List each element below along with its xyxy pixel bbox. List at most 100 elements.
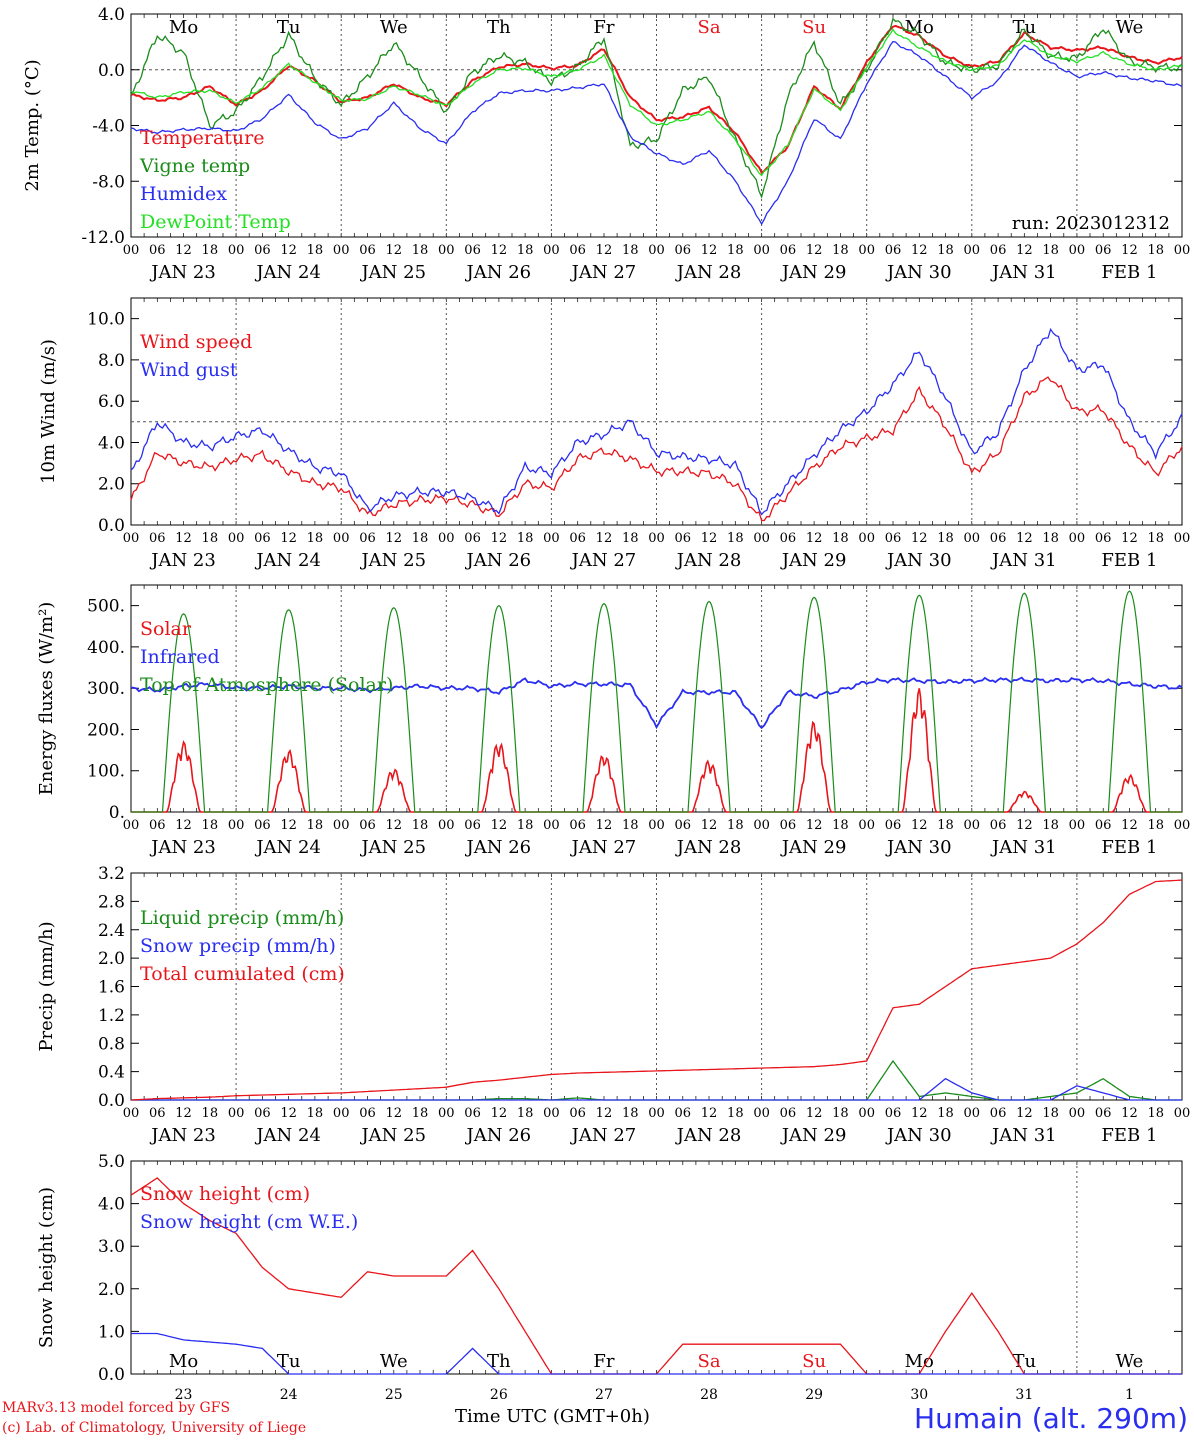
x-hour-label: 18 bbox=[1147, 818, 1164, 833]
weekday-label: Tu bbox=[277, 17, 301, 38]
legend-entry: Snow height (cm W.E.) bbox=[140, 1211, 358, 1233]
x-date-label: JAN 27 bbox=[570, 1125, 637, 1146]
x-hour-label: 06 bbox=[464, 531, 481, 546]
x-hour-label: 12 bbox=[911, 531, 928, 546]
x-day-number-label: 24 bbox=[280, 1387, 298, 1400]
x-hour-label: 18 bbox=[517, 1106, 534, 1121]
x-hour-label: 12 bbox=[1121, 243, 1138, 258]
x-hour-label: 18 bbox=[307, 1106, 324, 1121]
x-hour-label: 00 bbox=[753, 818, 770, 833]
weekday-label: Sa bbox=[698, 17, 721, 38]
y-tick-label: 4.0 bbox=[98, 1195, 125, 1215]
x-date-label: JAN 24 bbox=[254, 1125, 321, 1146]
legend-entry: Solar bbox=[140, 618, 192, 640]
x-date-label: JAN 28 bbox=[675, 1125, 742, 1146]
x-hour-label: 00 bbox=[753, 1106, 770, 1121]
x-hour-label: 00 bbox=[333, 243, 350, 258]
x-hour-label: 18 bbox=[727, 1106, 744, 1121]
x-hour-label: 18 bbox=[202, 1106, 219, 1121]
x-minor-ticks bbox=[130, 585, 1183, 812]
y-tick-label: 2.0 bbox=[98, 475, 125, 495]
x-hour-label: 06 bbox=[149, 1106, 166, 1121]
x-date-label: JAN 31 bbox=[990, 837, 1057, 858]
x-hour-label: 12 bbox=[806, 531, 823, 546]
x-hour-label: 00 bbox=[438, 818, 455, 833]
x-hour-label: 18 bbox=[727, 818, 744, 833]
x-day-number-label: 25 bbox=[385, 1387, 403, 1400]
x-hour-label: 00 bbox=[1174, 531, 1191, 546]
x-date-label: JAN 23 bbox=[149, 1125, 216, 1146]
x-date-label: JAN 24 bbox=[254, 262, 321, 283]
x-hour-label: 00 bbox=[123, 1106, 140, 1121]
x-hour-label: 18 bbox=[307, 243, 324, 258]
x-date-label: FEB 1 bbox=[1101, 837, 1157, 858]
x-hour-label: 06 bbox=[780, 818, 797, 833]
y-tick-label: -12.0 bbox=[81, 228, 125, 248]
x-date-label: JAN 25 bbox=[359, 837, 426, 858]
y-tick-label: 1.6 bbox=[98, 978, 125, 998]
x-hour-label: 18 bbox=[937, 531, 954, 546]
y-tick-label: 100. bbox=[87, 762, 125, 782]
x-date-label: JAN 24 bbox=[254, 550, 321, 571]
y-tick-label: 0.0 bbox=[98, 1365, 125, 1385]
legend-entry: Top of Atmosphere (Solar) bbox=[140, 674, 393, 696]
x-hour-label: 06 bbox=[254, 818, 271, 833]
x-hour-label: 18 bbox=[937, 1106, 954, 1121]
x-hour-label: 12 bbox=[175, 818, 192, 833]
x-hour-label: 18 bbox=[622, 531, 639, 546]
day-separator-lines bbox=[235, 873, 1078, 1100]
x-date-label: JAN 29 bbox=[780, 1125, 847, 1146]
x-hour-label: 00 bbox=[543, 818, 560, 833]
series-line bbox=[130, 40, 1183, 226]
x-date-label: JAN 26 bbox=[465, 837, 532, 858]
x-hour-label: 06 bbox=[254, 531, 271, 546]
series-line bbox=[131, 1077, 1182, 1101]
x-hour-label: 18 bbox=[1147, 243, 1164, 258]
x-hour-label: 12 bbox=[1016, 1106, 1033, 1121]
x-hour-label: 18 bbox=[517, 818, 534, 833]
y-tick-label: 1.0 bbox=[98, 1322, 125, 1342]
x-hour-label: 12 bbox=[701, 243, 718, 258]
y-tick-label: 1.2 bbox=[98, 1006, 125, 1026]
x-hour-label: 00 bbox=[648, 531, 665, 546]
x-hour-label: 00 bbox=[543, 1106, 560, 1121]
x-hour-label: 12 bbox=[1016, 243, 1033, 258]
x-minor-ticks bbox=[130, 298, 1183, 525]
y-axis-label: Precip (mm/h) bbox=[36, 921, 57, 1051]
x-hour-label: 12 bbox=[385, 818, 402, 833]
x-hour-label: 06 bbox=[990, 1106, 1007, 1121]
panel-frame bbox=[130, 297, 1183, 526]
x-day-number-label: 26 bbox=[490, 1387, 508, 1400]
y-axis-label: Energy fluxes (W/m²) bbox=[36, 602, 57, 796]
y-tick-label: 300. bbox=[87, 679, 125, 699]
x-hour-label: 06 bbox=[885, 818, 902, 833]
x-hour-label: 18 bbox=[1042, 1106, 1059, 1121]
x-date-label: JAN 25 bbox=[359, 550, 426, 571]
series-line bbox=[130, 376, 1183, 522]
x-hour-label: 12 bbox=[806, 243, 823, 258]
x-hour-label: 00 bbox=[438, 531, 455, 546]
x-hour-label: 18 bbox=[1042, 818, 1059, 833]
weekday-label: Tu bbox=[1013, 1351, 1037, 1372]
weekday-label: Tu bbox=[1013, 17, 1037, 38]
y-tick-label: 400. bbox=[87, 638, 125, 658]
x-hour-label: 06 bbox=[149, 243, 166, 258]
x-date-label: JAN 29 bbox=[780, 262, 847, 283]
x-hour-label: 00 bbox=[228, 1106, 245, 1121]
y-tick-label: 5.0 bbox=[98, 1152, 125, 1172]
x-hour-label: 06 bbox=[1095, 243, 1112, 258]
x-hour-label: 12 bbox=[806, 1106, 823, 1121]
x-hour-label: 06 bbox=[464, 818, 481, 833]
x-hour-label: 12 bbox=[175, 1106, 192, 1121]
x-hour-label: 18 bbox=[412, 531, 429, 546]
x-hour-label: 12 bbox=[280, 1106, 297, 1121]
x-day-number-label: 29 bbox=[805, 1387, 823, 1400]
y-tick-label: 0.4 bbox=[98, 1063, 125, 1083]
x-hour-label: 12 bbox=[1121, 818, 1138, 833]
x-hour-label: 00 bbox=[648, 243, 665, 258]
legend-entry: Wind gust bbox=[140, 359, 238, 381]
x-hour-label: 12 bbox=[1016, 531, 1033, 546]
x-date-label: JAN 30 bbox=[885, 837, 952, 858]
y-tick-label: 3.0 bbox=[98, 1237, 125, 1257]
y-tick-label: 0. bbox=[109, 803, 125, 823]
